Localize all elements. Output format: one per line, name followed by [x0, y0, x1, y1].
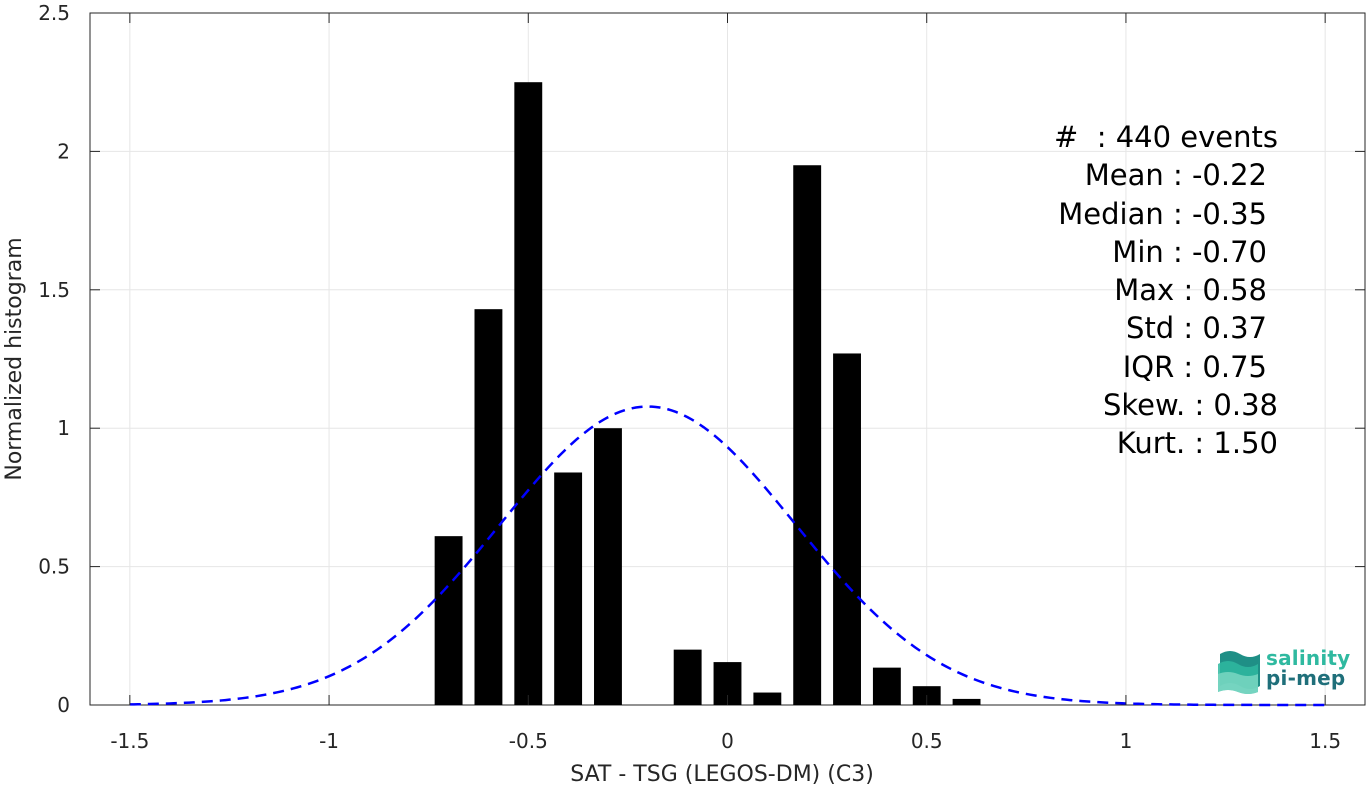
stats-box: # : 440 events Mean : -0.22 Median : -0.…: [990, 118, 1290, 463]
histogram-bar: [673, 649, 702, 705]
stat-min: Min : -0.70: [1112, 234, 1267, 269]
stat-iqr: IQR : 0.75: [1122, 349, 1267, 384]
x-axis-label: SAT - TSG (LEGOS-DM) (C3): [570, 762, 874, 785]
histogram-bar: [952, 698, 981, 705]
stat-kurt: Kurt. : 1.50: [1116, 426, 1278, 461]
x-tick-label: -1: [319, 729, 339, 753]
wave-logo-icon: [1218, 651, 1260, 694]
histogram-bar: [594, 428, 622, 705]
stat-std: Std : 0.37: [1126, 311, 1267, 346]
x-tick-label: 1: [1120, 729, 1133, 753]
logo-text-salinity: salinity: [1266, 646, 1351, 670]
x-tick-label: 1.5: [1309, 729, 1341, 753]
y-axis-label: Normalized histogram: [2, 237, 27, 480]
stat-mean: Mean : -0.22: [1084, 158, 1267, 193]
histogram-bar: [474, 309, 503, 705]
histogram-bar: [793, 165, 822, 706]
y-axis-ticks: 0 0.5 1 1.5 2 2.5: [38, 1, 1365, 717]
x-tick-label: -1.5: [110, 729, 149, 753]
y-tick-label: 0: [57, 693, 70, 717]
y-tick-label: 2.5: [38, 1, 70, 25]
histogram-bar: [554, 472, 583, 705]
histogram-bar: [872, 667, 901, 705]
stat-events: # : 440 events: [1054, 120, 1278, 154]
x-tick-label: 0: [721, 729, 734, 753]
logo-text-pimep: pi-mep: [1266, 666, 1346, 690]
y-tick-label: 0.5: [38, 555, 70, 579]
y-tick-label: 1.5: [38, 278, 70, 302]
stat-median: Median : -0.35: [1058, 196, 1267, 231]
histogram-bar: [514, 82, 543, 705]
salinity-pimep-logo: salinity pi-mep: [1216, 646, 1350, 696]
x-axis-ticks: -1.5 -1 -0.5 0 0.5 1 1.5: [110, 13, 1341, 753]
x-tick-label: -0.5: [509, 729, 548, 753]
bars-group: [434, 82, 981, 706]
histogram-bar: [833, 353, 861, 705]
y-tick-label: 1: [57, 416, 70, 440]
stat-skew: Skew. : 0.38: [1102, 388, 1278, 423]
stat-max: Max : 0.58: [1114, 273, 1267, 308]
x-tick-label: 0.5: [911, 729, 943, 753]
histogram-bar: [753, 692, 782, 705]
histogram-bar: [434, 536, 463, 705]
y-tick-label: 2: [57, 139, 70, 163]
